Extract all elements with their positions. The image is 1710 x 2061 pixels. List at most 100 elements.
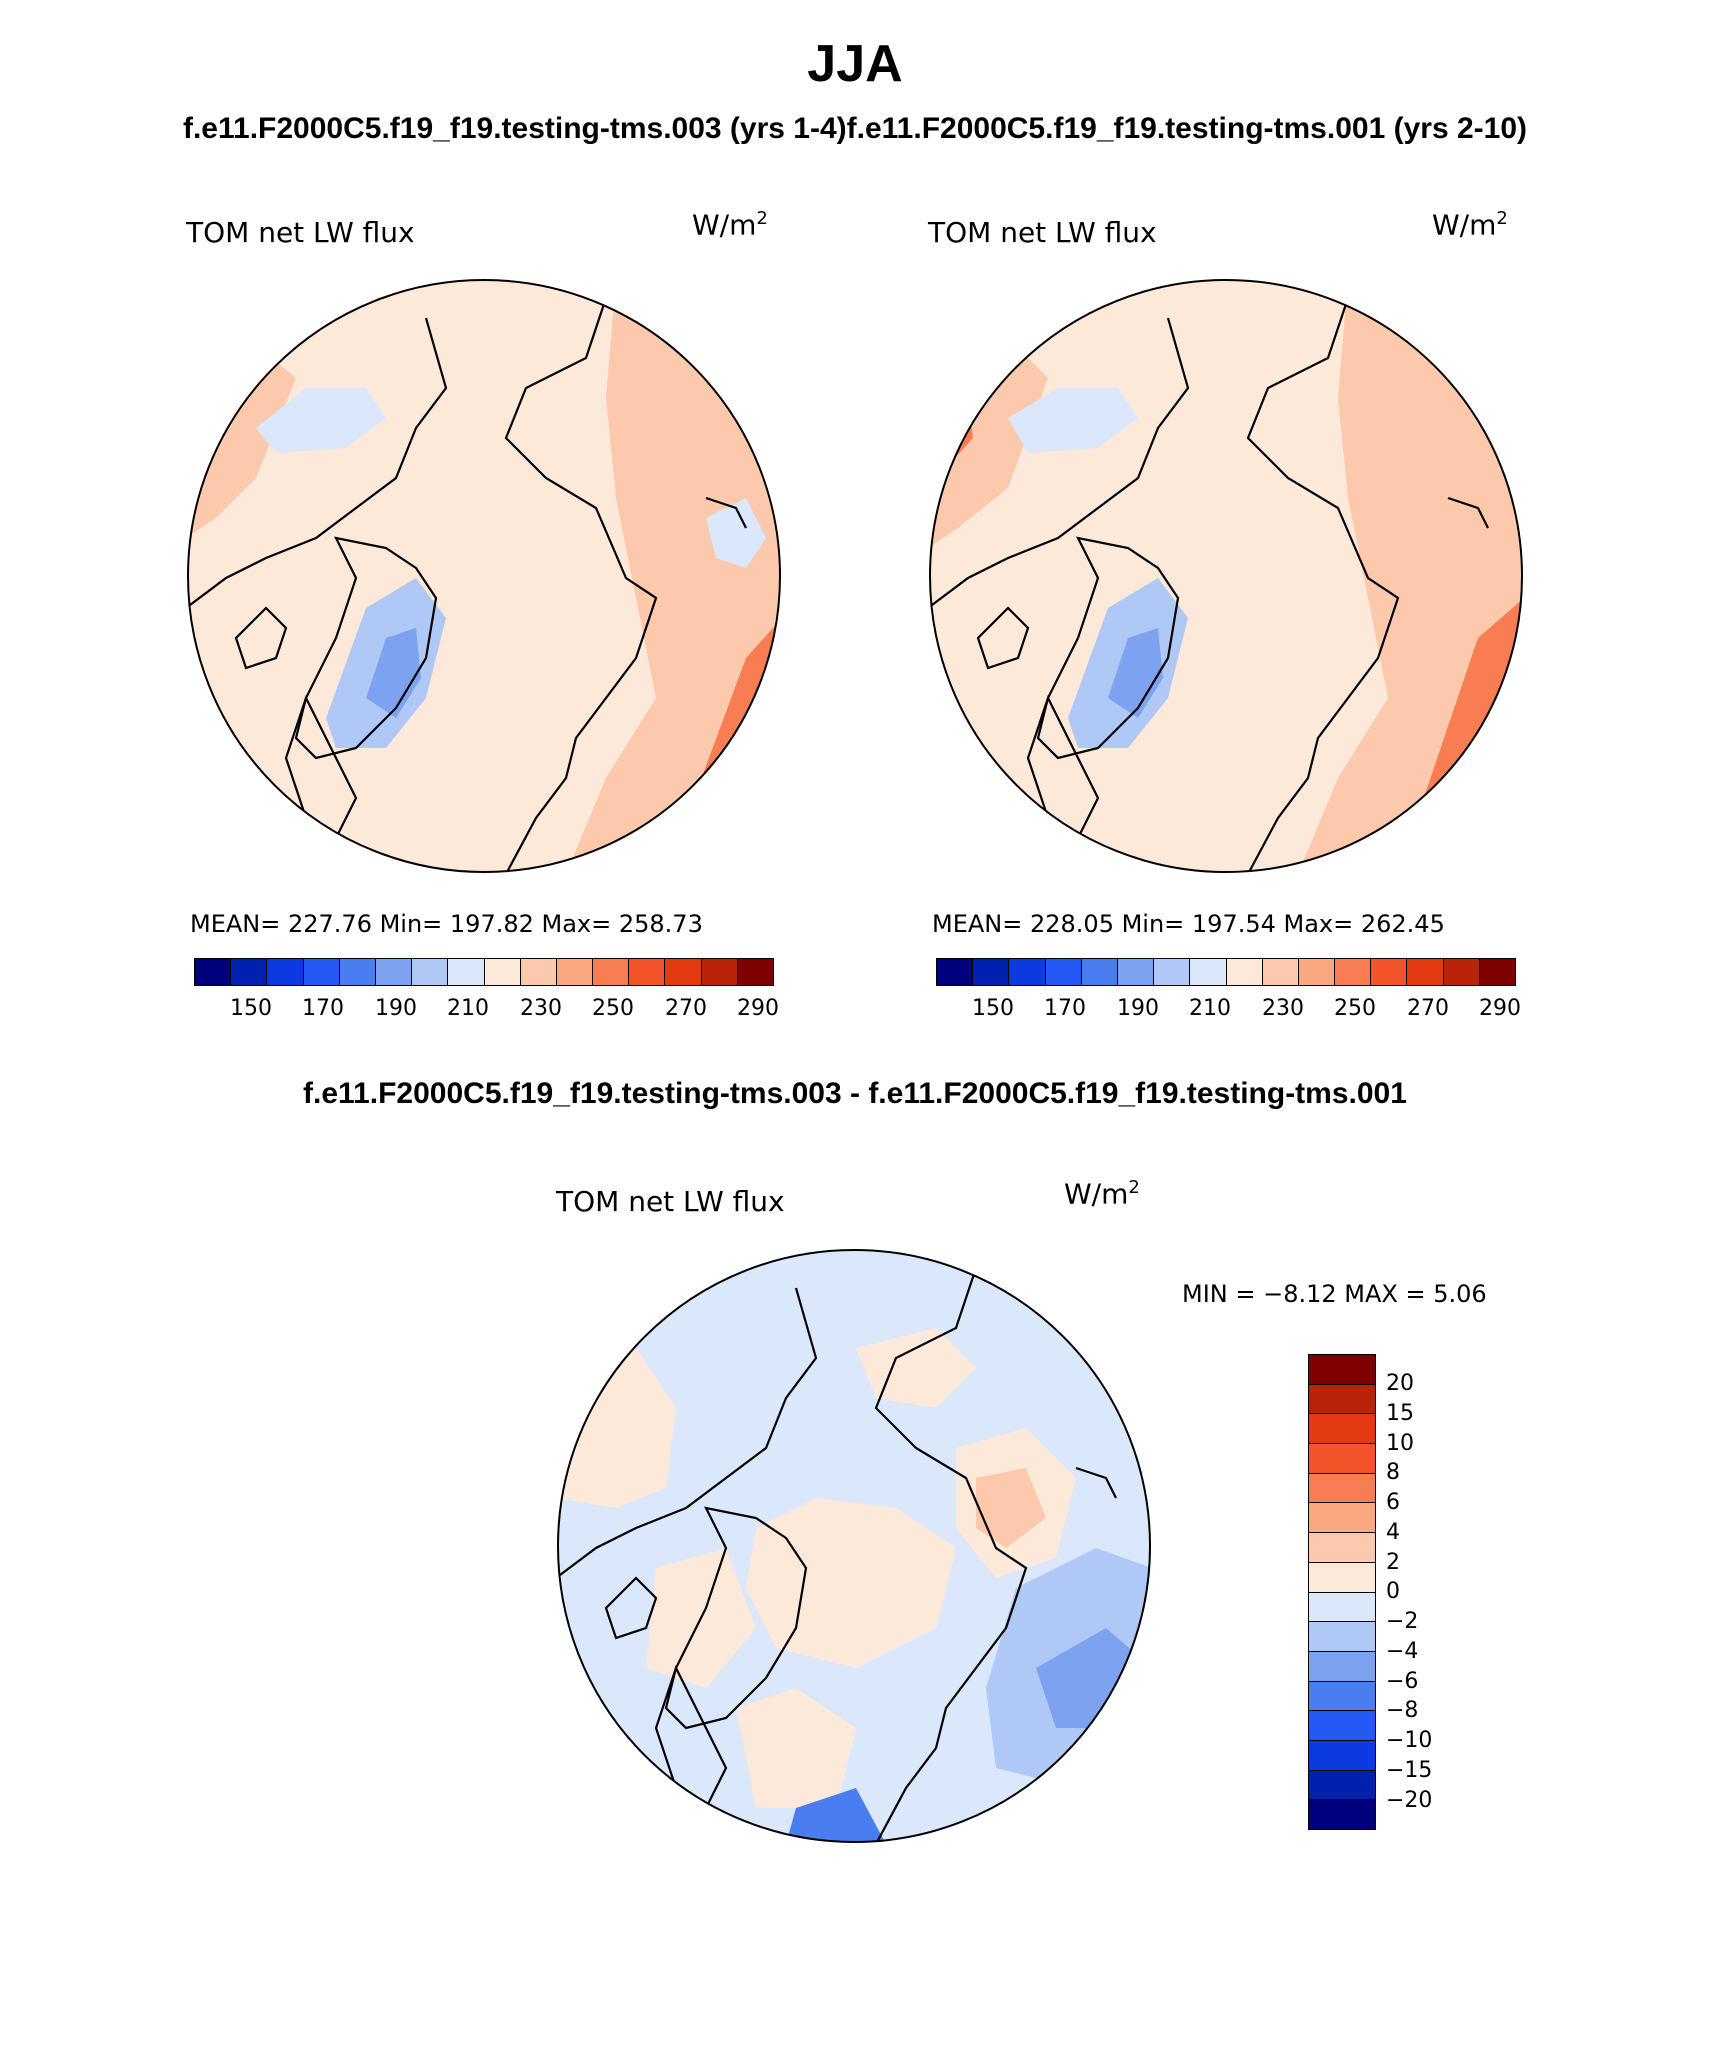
cbar2-swatch <box>1262 959 1299 985</box>
cbar3-tick: 2 <box>1386 1550 1400 1575</box>
cbar1-swatch <box>375 959 413 985</box>
cbar1-swatch <box>448 959 485 985</box>
cbar3-tick: 10 <box>1386 1431 1414 1456</box>
cbar1-swatch <box>593 959 630 985</box>
cbar2-swatch <box>1081 959 1118 985</box>
panel2-variable-label: TOM net LW flux <box>928 216 1157 249</box>
difference-colorbar <box>1308 1354 1376 1830</box>
panel1-stats: MEAN= 227.76 Min= 197.82 Max= 258.73 <box>190 910 703 938</box>
cbar1-tick: 290 <box>737 996 779 1021</box>
cbar1-swatch <box>484 959 521 985</box>
cbar2-swatch <box>1190 959 1227 985</box>
panel1-coast-scandinavia <box>234 606 288 670</box>
cbar1-tick: 170 <box>302 996 344 1021</box>
cbar3-tick: 4 <box>1386 1520 1400 1545</box>
cbar1-tick: 150 <box>230 996 272 1021</box>
cbar3-swatch <box>1309 1622 1375 1652</box>
panel2-field-siberia-cool <box>1008 388 1138 453</box>
cbar2-swatch <box>1045 959 1082 985</box>
cbar2-tick: 270 <box>1407 996 1449 1021</box>
panel1-colorbar <box>194 958 774 986</box>
cbar1-swatch <box>412 959 449 985</box>
cbar1-swatch <box>195 959 232 985</box>
panel3-field-arctic-warm <box>746 1498 956 1668</box>
cbar1-swatch <box>520 959 557 985</box>
panel1-map-border <box>187 279 781 873</box>
panel1-coast-asia <box>188 317 448 609</box>
panel2-field-greenland-inner <box>1108 628 1163 718</box>
panel2-coast-asia <box>930 317 1190 609</box>
panel1-colorbar-ticks: 150 170 190 210 230 250 270 290 <box>194 996 779 1026</box>
panel1-polar-map <box>187 279 781 873</box>
cbar3-tick: −10 <box>1386 1728 1433 1753</box>
panel1-coast-alaska <box>705 496 747 529</box>
cbar2-swatch <box>973 959 1010 985</box>
cbar3-swatch <box>1309 1592 1375 1623</box>
panel1-field-siberia-cool <box>256 388 386 453</box>
cbar3-tick: 6 <box>1386 1490 1400 1515</box>
panel1-coast-america <box>504 297 658 872</box>
cbar3-swatch <box>1309 1355 1375 1385</box>
panel2-colorbar-ticks: 150 170 190 210 230 250 270 290 <box>936 996 1521 1026</box>
cbar3-swatch <box>1309 1444 1375 1474</box>
panel3-field-atlantic-warm <box>736 1688 856 1808</box>
panel1-field-pacific-cool <box>706 498 766 568</box>
cbar2-swatch <box>1117 959 1155 985</box>
panel2-colorbar <box>936 958 1516 986</box>
season-title: JJA <box>807 35 903 93</box>
cbar3-swatch <box>1309 1681 1375 1712</box>
cbar3-tick: 0 <box>1386 1579 1400 1604</box>
cbar1-tick: 250 <box>592 996 634 1021</box>
difference-title: f.e11.F2000C5.f19_f19.testing-tms.003 - … <box>303 1077 1407 1110</box>
panel2-coast-scandinavia <box>976 606 1030 670</box>
cbar1-swatch <box>701 959 738 985</box>
cbar3-swatch <box>1309 1562 1375 1593</box>
panel3-field-atlantic-cool <box>786 1788 886 1842</box>
panel3-units: W/m2 <box>1064 1177 1140 1211</box>
cbar2-tick: 150 <box>972 996 1014 1021</box>
cbar2-tick: 190 <box>1117 996 1159 1021</box>
cbar2-tick: 290 <box>1479 996 1521 1021</box>
panel3-coast-alaska <box>1075 1466 1117 1499</box>
cbar1-tick: 210 <box>447 996 489 1021</box>
cbar1-swatch <box>737 959 773 985</box>
panel1-coast-greenland <box>294 536 438 760</box>
cbar1-swatch <box>629 959 666 985</box>
panel3-coast-asia <box>558 1287 818 1579</box>
cbar2-tick: 250 <box>1334 996 1376 1021</box>
cbar1-swatch <box>303 959 340 985</box>
cbar3-tick: 15 <box>1386 1401 1414 1426</box>
panel2-coast-america <box>1246 297 1400 872</box>
cbar2-swatch <box>1407 959 1444 985</box>
panel1-variable-label: TOM net LW flux <box>186 216 415 249</box>
cbar2-swatch <box>1154 959 1191 985</box>
panel1-units: W/m2 <box>692 208 768 242</box>
cbar1-tick: 270 <box>665 996 707 1021</box>
cbar2-tick: 210 <box>1189 996 1231 1021</box>
difference-colorbar-ticks: 20 15 10 8 6 4 2 0 −2 −4 −6 −8 −10 −15 −… <box>1386 1354 1466 1830</box>
cbar3-swatch <box>1309 1651 1375 1682</box>
cbar2-swatch <box>1009 959 1046 985</box>
cbar1-swatch <box>231 959 268 985</box>
panel3-polar-map <box>557 1249 1151 1843</box>
panel1-field-greenland-inner <box>366 628 421 718</box>
cbar2-swatch <box>1298 959 1336 985</box>
panel2-coast-alaska <box>1447 496 1489 529</box>
panel2-polar-map <box>929 279 1523 873</box>
panel2-stats: MEAN= 228.05 Min= 197.54 Max= 262.45 <box>932 910 1445 938</box>
cbar2-swatch <box>937 959 974 985</box>
cbar3-tick: 8 <box>1386 1460 1400 1485</box>
panel3-field-siberia-hot <box>976 1468 1046 1548</box>
panel3-variable-label: TOM net LW flux <box>556 1185 785 1218</box>
panel2-units: W/m2 <box>1432 208 1508 242</box>
cbar3-tick: −4 <box>1386 1639 1419 1664</box>
cbar3-swatch <box>1309 1740 1375 1771</box>
cbar3-swatch <box>1309 1800 1375 1829</box>
cbar3-swatch <box>1309 1711 1375 1741</box>
cbar1-tick: 190 <box>375 996 417 1021</box>
cbar3-tick: −15 <box>1386 1758 1433 1783</box>
cases-title: f.e11.F2000C5.f19_f19.testing-tms.003 (y… <box>182 112 1527 145</box>
panel3-map-border <box>557 1249 1151 1843</box>
cbar2-tick: 170 <box>1044 996 1086 1021</box>
cbar1-swatch <box>556 959 594 985</box>
